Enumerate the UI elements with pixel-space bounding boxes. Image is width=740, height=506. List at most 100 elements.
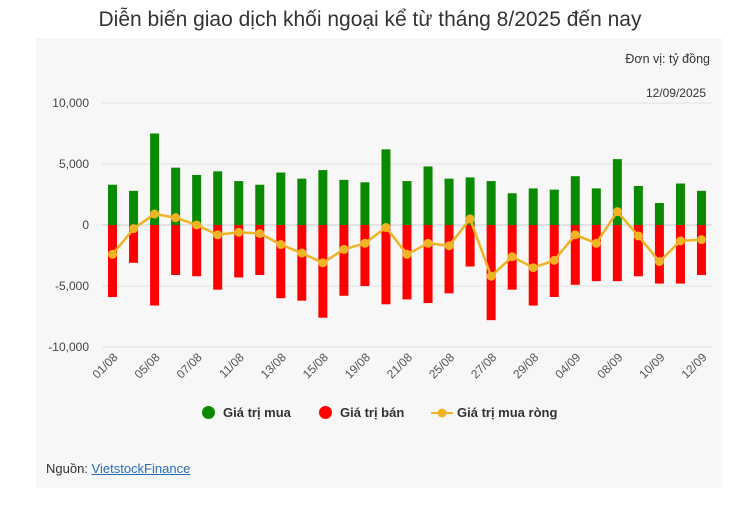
net-point[interactable] (549, 255, 559, 265)
source-note: Nguồn: VietstockFinance (46, 461, 190, 476)
bar-sell[interactable] (591, 225, 601, 282)
net-point[interactable] (633, 231, 643, 241)
bar-buy[interactable] (192, 174, 202, 225)
net-point[interactable] (171, 213, 181, 223)
bar-sell[interactable] (696, 225, 706, 276)
bar-sell[interactable] (654, 225, 664, 284)
net-point[interactable] (276, 240, 286, 250)
net-point[interactable] (360, 238, 370, 248)
x-tick-label: 21/08 (384, 350, 415, 381)
net-point[interactable] (696, 235, 706, 245)
bar-buy[interactable] (633, 185, 643, 225)
bar-buy[interactable] (339, 179, 349, 225)
net-point[interactable] (318, 258, 328, 268)
bar-sell[interactable] (675, 225, 685, 284)
y-tick-label: -10,000 (48, 340, 89, 354)
x-tick-label: 13/08 (258, 350, 289, 381)
bar-sell[interactable] (129, 225, 139, 263)
net-point[interactable] (654, 257, 664, 267)
x-tick-label: 07/08 (174, 350, 205, 381)
bar-sell[interactable] (171, 225, 181, 276)
net-point[interactable] (444, 241, 454, 251)
y-tick-label: -5,000 (55, 279, 89, 293)
bar-buy[interactable] (255, 184, 265, 225)
net-point[interactable] (465, 214, 475, 224)
net-point[interactable] (108, 249, 118, 259)
bar-buy[interactable] (507, 193, 517, 225)
bar-buy[interactable] (213, 171, 223, 225)
bar-sell[interactable] (465, 225, 475, 267)
legend-sell-label: Giá trị bán (340, 405, 405, 420)
net-point[interactable] (486, 271, 496, 281)
bar-buy[interactable] (423, 166, 433, 225)
bar-buy[interactable] (150, 133, 160, 226)
net-point[interactable] (150, 209, 160, 219)
bar-sell[interactable] (612, 225, 622, 282)
net-point[interactable] (675, 236, 685, 246)
net-point[interactable] (570, 230, 580, 240)
bar-sell[interactable] (318, 225, 328, 318)
bar-buy[interactable] (675, 183, 685, 225)
bar-buy[interactable] (444, 178, 454, 225)
legend-buy[interactable]: Giá trị mua (202, 405, 291, 420)
bar-sell[interactable] (570, 225, 580, 285)
y-tick-label: 0 (82, 218, 89, 232)
bar-sell[interactable] (402, 225, 412, 300)
bar-sell[interactable] (360, 225, 370, 286)
bar-sell[interactable] (108, 225, 118, 297)
net-point[interactable] (528, 263, 538, 273)
bar-buy[interactable] (654, 203, 664, 225)
legend-net[interactable]: Giá trị mua ròng (431, 405, 557, 420)
date-label: 12/09/2025 (646, 86, 706, 100)
bar-buy[interactable] (612, 159, 622, 225)
net-point[interactable] (255, 229, 265, 239)
net-point[interactable] (129, 224, 139, 234)
net-point[interactable] (234, 227, 244, 237)
bar-sell[interactable] (255, 225, 265, 276)
y-tick-label: 10,000 (52, 96, 89, 110)
bar-buy[interactable] (696, 190, 706, 225)
net-point[interactable] (507, 252, 517, 262)
net-point[interactable] (297, 248, 307, 258)
bar-buy[interactable] (318, 170, 328, 225)
net-point[interactable] (339, 244, 349, 254)
bar-buy[interactable] (297, 178, 307, 225)
bar-sell[interactable] (633, 225, 643, 277)
bar-buy[interactable] (402, 181, 412, 225)
bar-buy[interactable] (570, 176, 580, 225)
bar-sell[interactable] (150, 225, 160, 306)
bar-buy[interactable] (591, 188, 601, 225)
bar-buy[interactable] (549, 189, 559, 225)
legend-sell[interactable]: Giá trị bán (319, 405, 404, 420)
net-point[interactable] (612, 207, 622, 217)
net-point[interactable] (381, 222, 391, 232)
bar-sell[interactable] (234, 225, 244, 278)
bar-sell[interactable] (276, 225, 286, 299)
bar-buy[interactable] (528, 188, 538, 225)
bar-buy[interactable] (381, 149, 391, 225)
net-point[interactable] (423, 238, 433, 248)
net-point[interactable] (591, 238, 601, 248)
x-tick-layer: 01/08 05/08 07/08 11/08 13/08 15/08 19/08 21/08… (90, 350, 710, 381)
bar-buy[interactable] (360, 182, 370, 225)
bar-sell[interactable] (339, 225, 349, 296)
bar-sell[interactable] (297, 225, 307, 301)
source-link[interactable]: VietstockFinance (91, 461, 191, 476)
bar-buy[interactable] (234, 181, 244, 225)
net-point[interactable] (192, 220, 202, 230)
bar-sell[interactable] (423, 225, 433, 304)
bar-buy[interactable] (129, 190, 139, 225)
bar-sell[interactable] (192, 225, 202, 277)
bar-buy[interactable] (108, 184, 118, 225)
legend-net-label: Giá trị mua ròng (457, 405, 558, 420)
bar-sell[interactable] (381, 225, 391, 305)
bar-buy[interactable] (171, 167, 181, 225)
net-point[interactable] (213, 230, 223, 240)
x-tick-label: 11/08 (216, 350, 247, 381)
net-point[interactable] (402, 249, 412, 259)
bar-sell[interactable] (444, 225, 454, 294)
bar-sell[interactable] (213, 225, 223, 290)
bar-buy[interactable] (465, 177, 475, 225)
bar-buy[interactable] (486, 181, 496, 225)
bar-buy[interactable] (276, 172, 286, 225)
